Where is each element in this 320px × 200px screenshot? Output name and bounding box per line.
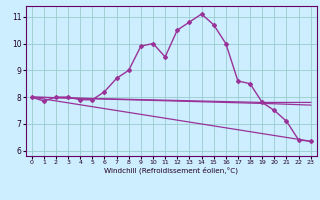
X-axis label: Windchill (Refroidissement éolien,°C): Windchill (Refroidissement éolien,°C) — [104, 167, 238, 174]
